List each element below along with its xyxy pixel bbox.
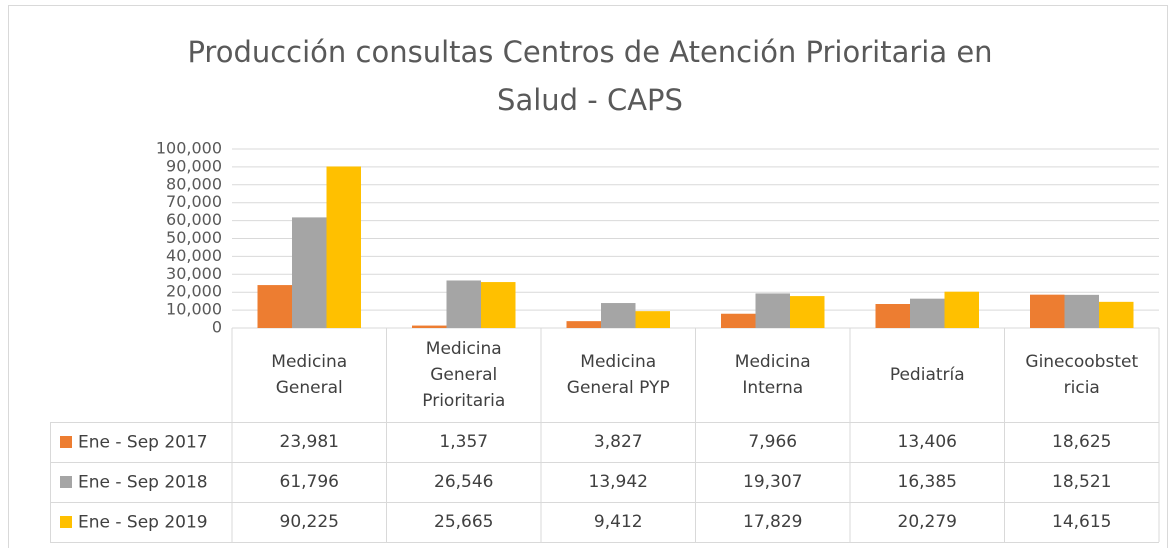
table-value: 18,521 [1052,472,1112,492]
table-value: 13,942 [588,472,648,492]
y-tick-label: 30,000 [166,264,222,283]
chart-title: Producción consultas Centros de Atención… [187,35,993,117]
y-tick-label: 40,000 [166,246,222,265]
table-value: 3,827 [593,432,643,452]
category-label: Medicina Interna [734,352,811,398]
bar [1030,294,1065,328]
table-value: 1,357 [439,432,489,452]
y-tick-label: 80,000 [166,174,222,193]
bar [910,298,945,328]
y-tick-label: 90,000 [166,156,222,175]
category-label: Medicina General PYP [566,352,670,398]
table-value: 26,546 [434,472,494,492]
bar [1099,301,1134,328]
bar [944,291,979,328]
bar [566,321,601,328]
table-value: 9,412 [593,512,643,532]
table-value: 90,225 [279,512,339,532]
category-label: Medicina General Prioritaria [422,339,506,411]
y-tick-label: 10,000 [166,300,222,319]
bar [875,304,910,328]
table-value: 17,829 [743,512,803,532]
table-value: 7,966 [748,432,798,452]
bar [1064,294,1099,328]
table-value: 23,981 [279,432,339,452]
legend-label: Ene - Sep 2019 [78,513,208,533]
bar [292,217,327,328]
bar [326,166,361,328]
bar [446,280,481,328]
category-label: Medicina General [271,352,348,398]
y-tick-label: 60,000 [166,210,222,229]
legend-label: Ene - Sep 2018 [78,473,208,493]
table-value: 14,615 [1052,512,1112,532]
bar [481,282,516,328]
table-value: 19,307 [743,472,803,492]
y-tick-label: 20,000 [166,282,222,301]
y-tick-label: 0 [212,318,222,337]
legend-swatch [60,516,72,528]
bar [635,311,670,328]
bar [412,325,447,328]
category-label: Pediatría [889,365,965,385]
legend-swatch [60,476,72,488]
table-value: 18,625 [1052,432,1112,452]
y-tick-label: 70,000 [166,192,222,211]
legend-swatch [60,436,72,448]
table-value: 61,796 [279,472,339,492]
bar [790,296,825,328]
bar [721,313,756,328]
legend-label: Ene - Sep 2017 [78,433,208,453]
y-tick-label: 50,000 [166,228,222,247]
bar [601,303,636,328]
y-tick-label: 100,000 [156,139,222,158]
bar [257,285,292,328]
bar [755,293,790,328]
table-value: 25,665 [434,512,494,532]
table-value: 16,385 [897,472,957,492]
table-value: 13,406 [897,432,957,452]
table-value: 20,279 [897,512,957,532]
category-label: Ginecoobstetricia [1025,352,1139,398]
